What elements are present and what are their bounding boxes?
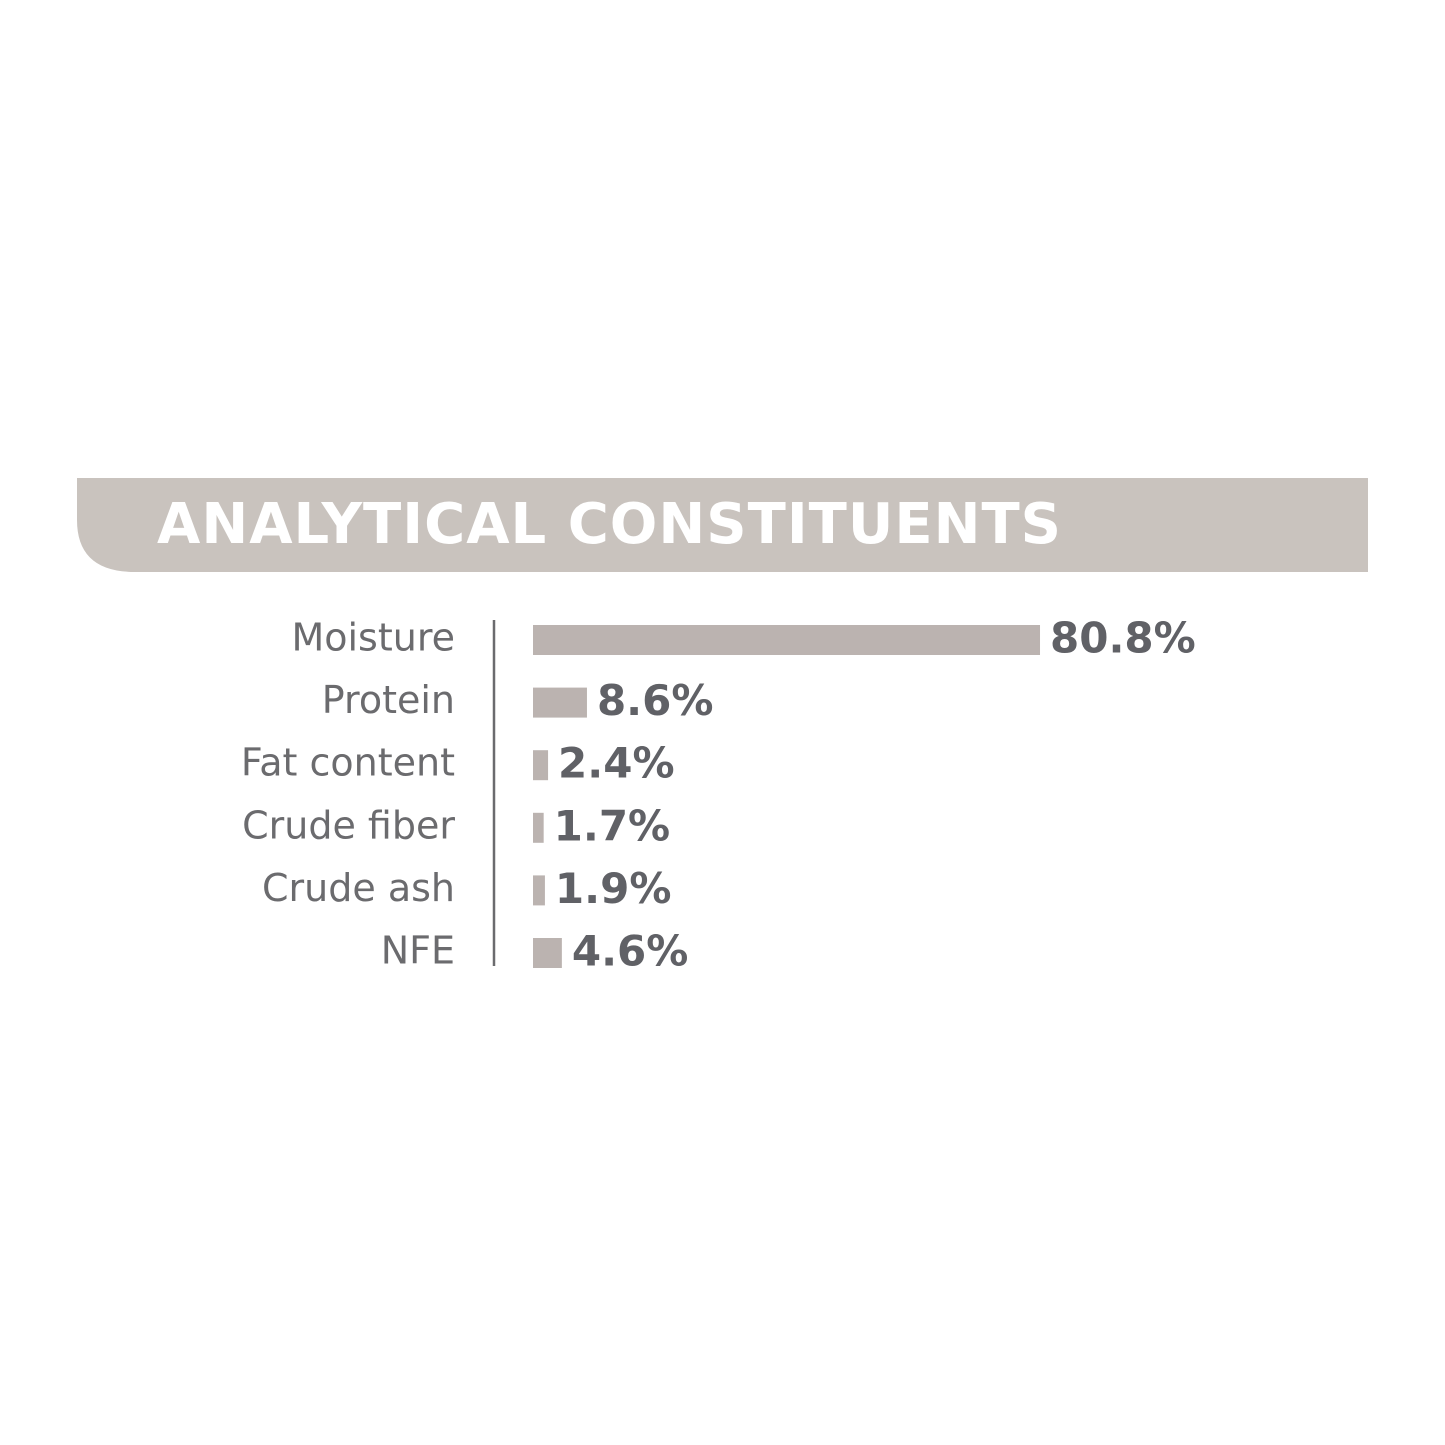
title-band (77, 478, 1368, 572)
category-label: Crude fiber (242, 803, 455, 847)
bar (533, 687, 587, 718)
bar (533, 875, 545, 906)
value-label: 8.6% (597, 676, 713, 725)
category-label: Moisture (291, 616, 455, 660)
category-label: Crude ash (262, 866, 455, 910)
value-label: 1.9% (555, 864, 671, 913)
category-label: Fat content (241, 741, 455, 785)
value-label: 4.6% (572, 927, 688, 976)
category-label: NFE (381, 929, 455, 973)
bar (533, 750, 549, 781)
value-label: 80.8% (1050, 614, 1196, 663)
category-label: Protein (322, 678, 455, 722)
bar (533, 625, 1041, 655)
bar (533, 938, 562, 968)
value-label: 2.4% (558, 739, 674, 788)
bar (533, 812, 544, 843)
chart-title: ANALYTICAL CONSTITUENTS (157, 492, 1062, 557)
value-label: 1.7% (554, 801, 670, 850)
